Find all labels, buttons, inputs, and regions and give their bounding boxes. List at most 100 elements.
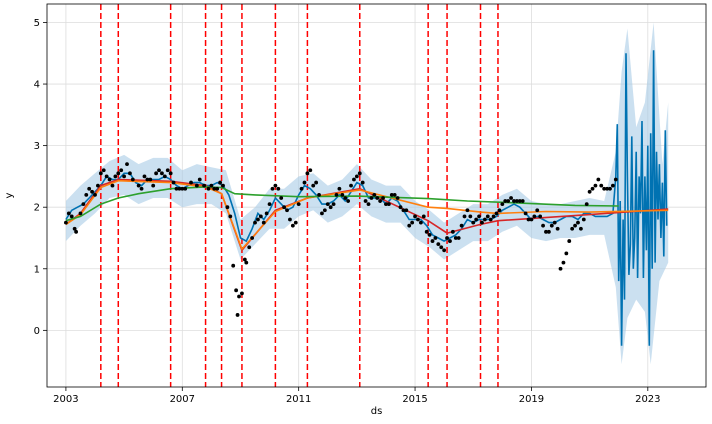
observed-point — [325, 202, 330, 207]
x-axis-label: ds — [371, 406, 383, 417]
observed-point — [314, 180, 319, 185]
observed-point — [602, 186, 607, 191]
observed-point — [366, 202, 371, 207]
observed-point — [448, 239, 452, 243]
observed-point — [538, 214, 543, 219]
observed-point — [209, 183, 214, 188]
observed-point — [395, 196, 400, 200]
observed-point — [613, 177, 618, 182]
observed-point — [587, 189, 592, 194]
observed-point — [279, 196, 284, 200]
observed-point — [497, 208, 502, 213]
x-tick-label: 2023 — [635, 394, 660, 405]
x-axis-ticks: 2003 2007 2011 2015 2019 2023 — [53, 387, 661, 405]
x-tick-label: 2019 — [519, 394, 544, 405]
observed-point — [234, 288, 239, 293]
observed-point — [610, 183, 615, 188]
observed-point — [340, 192, 345, 197]
observed-point — [212, 186, 217, 191]
observed-point — [320, 211, 324, 216]
observed-point — [84, 192, 89, 197]
x-tick-label: 2011 — [286, 394, 311, 405]
observed-point — [462, 214, 467, 219]
observed-point — [231, 263, 236, 268]
observed-point — [564, 251, 569, 256]
observed-point — [581, 217, 586, 222]
x-tick-label: 2007 — [170, 394, 195, 405]
observed-point — [439, 245, 444, 250]
observed-point — [398, 205, 403, 210]
observed-point — [247, 245, 252, 250]
observed-point — [372, 192, 377, 197]
observed-point — [558, 266, 563, 271]
observed-point — [352, 177, 356, 182]
observed-point — [282, 205, 287, 210]
observed-point — [311, 183, 316, 188]
observed-point — [389, 192, 394, 197]
observed-point — [471, 220, 476, 225]
observed-point — [177, 186, 182, 191]
observed-point — [244, 260, 249, 265]
observed-point — [136, 183, 141, 188]
observed-point — [517, 199, 522, 203]
observed-point — [218, 180, 223, 185]
observed-point — [66, 211, 71, 216]
observed-point — [165, 168, 170, 173]
observed-point — [240, 291, 244, 296]
observed-point — [228, 214, 233, 219]
observed-point — [98, 171, 103, 176]
observed-point — [180, 186, 185, 191]
observed-point — [546, 229, 551, 234]
plot-frame — [46, 3, 707, 388]
y-axis-label: y — [4, 192, 15, 198]
observed-point — [584, 202, 589, 207]
observed-point — [523, 211, 528, 216]
y-tick-label: 3 — [34, 141, 40, 152]
observed-point — [477, 214, 481, 219]
observed-point — [90, 189, 94, 194]
observed-point — [459, 223, 464, 228]
observed-point — [215, 186, 220, 191]
x-tick-label: 2015 — [402, 394, 427, 405]
observed-point — [202, 183, 207, 188]
observed-point — [541, 223, 545, 228]
observed-point — [290, 223, 295, 228]
observed-point — [532, 214, 537, 219]
observed-point — [225, 205, 230, 210]
observed-point — [328, 205, 333, 210]
observed-point — [256, 217, 260, 222]
observed-point — [93, 192, 97, 197]
observed-point — [148, 177, 153, 182]
observed-point — [526, 217, 531, 222]
y-tick-label: 0 — [34, 326, 40, 337]
observed-point — [354, 174, 359, 179]
observed-point — [302, 180, 307, 185]
observed-point — [261, 220, 266, 225]
observed-point — [322, 208, 327, 213]
observed-point — [264, 211, 269, 216]
observed-point — [503, 199, 508, 203]
observed-point — [331, 202, 336, 207]
observed-point — [363, 199, 368, 203]
observed-point — [64, 220, 68, 225]
observed-point — [465, 208, 470, 213]
observed-point — [128, 171, 132, 176]
observed-point — [375, 196, 380, 200]
trend-series — [65, 178, 669, 252]
observed-point — [116, 171, 121, 176]
trend-line — [65, 186, 619, 222]
observed-point — [197, 177, 202, 182]
observed-point — [162, 174, 167, 179]
observed-point — [529, 217, 534, 222]
y-tick-label: 4 — [34, 80, 40, 91]
observed-point — [386, 202, 391, 207]
observed-point — [433, 236, 438, 240]
observed-point — [605, 186, 609, 191]
observed-point — [520, 199, 525, 203]
observed-point — [107, 177, 112, 182]
observed-point — [237, 294, 241, 299]
observed-point — [72, 226, 77, 231]
observed-point — [337, 186, 342, 191]
observed-point — [96, 183, 100, 188]
trend-line — [65, 179, 669, 251]
